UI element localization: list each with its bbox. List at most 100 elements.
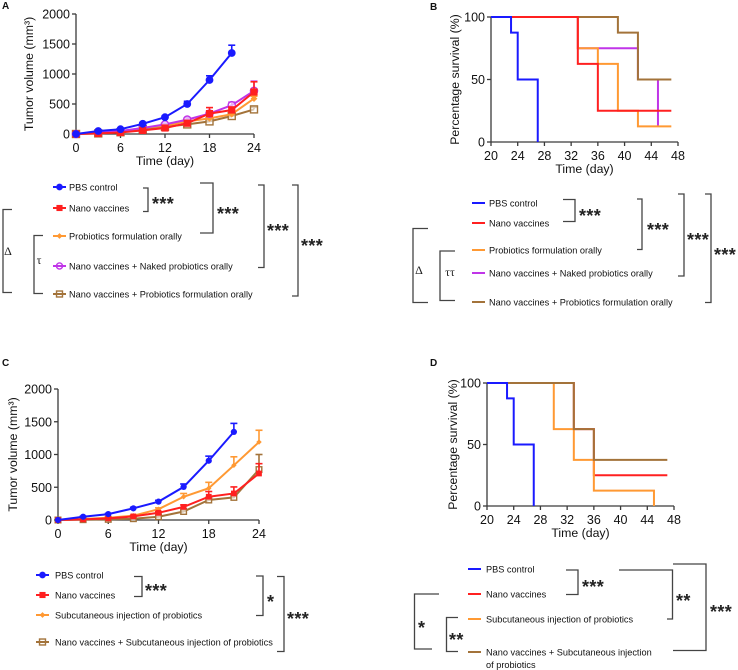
filled-circle-marker: [183, 100, 192, 108]
x-tick-label: 28: [533, 513, 547, 527]
x-tick-label: 28: [537, 149, 551, 163]
significance-bracket: [292, 184, 299, 297]
x-tick-label: 24: [511, 149, 525, 163]
axes: 0 500 1000 1500 2000 0 6 12 18 24 Time (day) Tumor …: [6, 383, 266, 555]
significance-label: ττ: [445, 265, 455, 279]
legend-item: Nano vaccines: [53, 203, 130, 213]
series-pbs-control: [72, 44, 236, 138]
x-tick-label: 36: [587, 513, 601, 527]
filled-square-marker: [105, 515, 112, 522]
significance-label: ***: [687, 230, 709, 250]
filled-diamond-marker: [206, 485, 212, 491]
x-tick-label: 12: [158, 141, 172, 155]
significance-bracket: [637, 198, 643, 251]
legend-item: PBS control: [53, 182, 118, 192]
filled-circle-marker: [94, 127, 103, 135]
filled-circle-marker: [205, 76, 214, 84]
filled-circle-marker: [230, 428, 237, 436]
series-nano-vaccines: [491, 16, 672, 112]
x-tick-label: 32: [564, 149, 578, 163]
significance-label: ***: [582, 577, 604, 597]
filled-circle-marker: [138, 119, 147, 128]
series-nano-vaccines-subcutaneous-injection-of-probiotics: [487, 382, 668, 461]
legend-item: Probiotics formulation orally: [472, 245, 602, 255]
significance-label: ***: [267, 221, 289, 241]
significance-label: **: [676, 591, 691, 611]
significance-bracket: [673, 563, 707, 652]
significance-label: **: [449, 630, 464, 650]
significance-label: Δ: [4, 244, 12, 258]
significance-label: ***: [710, 602, 732, 622]
filled-square-marker: [161, 124, 169, 132]
legend-item: Subcutaneous injection of probiotics: [468, 614, 634, 624]
series-nano-vaccines-probiotics-formulation-orally: [491, 16, 672, 81]
survival-step-line: [491, 16, 672, 81]
survival-step-line: [491, 16, 672, 112]
filled-circle-marker: [72, 130, 80, 138]
x-tick-label: 6: [105, 527, 112, 541]
survival-step-line: [491, 16, 539, 142]
x-tick-label: 12: [152, 527, 166, 541]
filled-square-marker: [155, 509, 162, 516]
chart-a-tumor-volume: 0 500 1000 1500 2000 0 6 12 18 24 Time (day) Tumor …: [22, 8, 261, 300]
filled-circle-marker: [80, 513, 87, 520]
y-tick-label: 50: [467, 438, 481, 452]
plot-area: [487, 382, 668, 506]
legend-label: Subcutaneous injection of probiotics: [486, 614, 634, 624]
legend-item: PBS control: [36, 570, 104, 580]
significance-annotations-b: *** *** *** *** Δ ττ: [412, 193, 736, 304]
data-line: [57, 431, 235, 521]
legend-label: Nano vaccines + Probiotics formulation o…: [69, 289, 253, 299]
filled-square-marker: [205, 493, 212, 500]
filled-circle-marker: [227, 49, 236, 57]
significance-label: ***: [647, 220, 669, 240]
filled-circle-marker: [161, 113, 169, 122]
filled-diamond-marker: [256, 439, 262, 445]
filled-square-marker: [228, 106, 236, 114]
series-pbs-control: [487, 382, 535, 506]
panel-label-d: D: [430, 358, 437, 369]
filled-square-marker: [180, 504, 187, 510]
significance-annotations-a: *** *** *** *** Δ τ: [2, 182, 323, 297]
survival-step-line: [487, 382, 655, 506]
y-tick-label: 1500: [42, 38, 70, 52]
legend-label: PBS control: [486, 564, 535, 574]
legend-label: PBS control: [69, 182, 118, 192]
y-tick-label: 0: [63, 128, 70, 142]
filled-square-marker: [130, 513, 137, 520]
significance-bracket: [258, 184, 265, 269]
x-tick-label: 44: [644, 149, 658, 163]
filled-diamond-marker: [39, 612, 46, 618]
x-tick-label: 18: [202, 527, 216, 541]
legend-label: Nano vaccines: [69, 203, 130, 213]
filled-diamond-marker: [231, 462, 237, 469]
panel-label-c: C: [2, 358, 9, 369]
significance-label: Δ: [415, 263, 423, 277]
y-axis-title: Percentage survival (%): [448, 14, 462, 145]
y-tick-label: 1000: [42, 68, 70, 82]
axes: 0 500 1000 1500 2000 0 6 12 18 24 Time (day) Tumor …: [22, 8, 261, 169]
legend-item: Nano vaccines + Probiotics formulation o…: [53, 289, 253, 299]
legend-label: Nano vaccines + Naked probiotics orally: [69, 261, 233, 271]
filled-diamond-marker: [180, 494, 187, 500]
filled-square-marker: [256, 470, 262, 477]
y-axis-title: Percentage survival (%): [446, 379, 460, 510]
x-tick-label: 48: [671, 149, 685, 163]
y-tick-label: 2000: [42, 8, 70, 22]
axes: 0 50 100 20 24 28 32 36 40 44 48 Time (day) Percenta…: [448, 11, 685, 177]
legend-item: PBS control: [472, 198, 538, 208]
axes: 0 50 100 20 24 28 32 36 40 44 48 Time (day) Percenta…: [446, 377, 681, 541]
significance-annotations-c: *** * ***: [134, 575, 309, 653]
open-circle-marker: [55, 262, 64, 270]
legend-item: Subcutaneous injection of probiotics: [36, 610, 203, 620]
legend-item: Nano vaccines: [468, 589, 547, 599]
significance-bracket: [705, 193, 712, 304]
survival-step-line: [487, 382, 668, 461]
x-tick-label: 48: [667, 513, 681, 527]
filled-circle-marker: [54, 516, 62, 524]
significance-label: ***: [287, 609, 309, 629]
legend-item: PBS control: [468, 564, 535, 574]
legend-item: Nano vaccines + Subcutaneous injection o…: [36, 637, 273, 647]
series-nano-vaccines: [55, 462, 263, 523]
filled-diamond-marker: [56, 233, 63, 239]
